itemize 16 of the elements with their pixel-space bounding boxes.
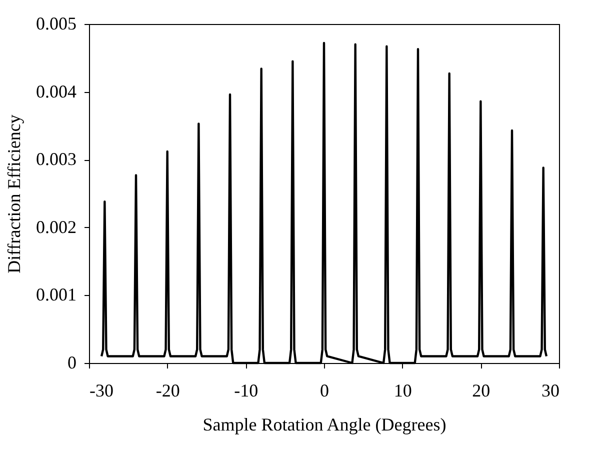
y-tick-label: 0.001	[36, 284, 76, 305]
x-tick-label: -10	[234, 380, 258, 400]
x-tick-label: -30	[90, 380, 114, 400]
y-tick-label: 0.005	[36, 14, 76, 34]
x-tick-label: 30	[542, 380, 560, 400]
y-axis-title: Diffraction Efficiency	[4, 114, 24, 274]
y-tick-label: 0.004	[36, 81, 76, 102]
y-tick-label: 0.003	[36, 149, 76, 170]
y-tick-label: 0	[68, 352, 76, 372]
y-tick-label: 0.002	[36, 216, 76, 237]
x-tick-label: -20	[156, 380, 180, 400]
x-tick-label: 10	[394, 380, 412, 400]
x-tick-label: 20	[472, 380, 490, 400]
x-axis-title: Sample Rotation Angle (Degrees)	[202, 414, 446, 434]
x-tick-label: 0	[320, 380, 329, 400]
line-series	[100, 42, 548, 364]
